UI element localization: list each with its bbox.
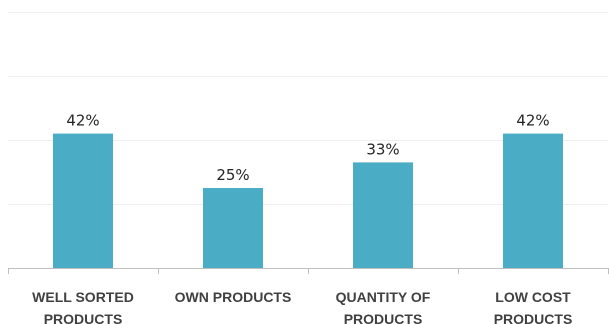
data-label: 25% [216, 166, 249, 184]
bar [53, 133, 113, 268]
category-label: WELL SORTED PRODUCTS [32, 289, 134, 324]
data-labels: 42% 25% 33% 42% [66, 112, 549, 184]
bars [53, 133, 563, 268]
category-label: OWN PRODUCTS [175, 289, 292, 305]
bar [353, 162, 413, 268]
data-label: 42% [516, 112, 549, 130]
bar [503, 133, 563, 268]
x-axis [8, 268, 609, 274]
category-label: LOW COST PRODUCTS [494, 289, 573, 324]
bar [203, 188, 263, 268]
category-labels: WELL SORTED PRODUCTS OWN PRODUCTS QUANTITY … [32, 289, 572, 324]
category-label: QUANTITY OF PRODUCTS [336, 289, 431, 324]
data-label: 33% [366, 140, 399, 158]
data-label: 42% [66, 112, 99, 130]
